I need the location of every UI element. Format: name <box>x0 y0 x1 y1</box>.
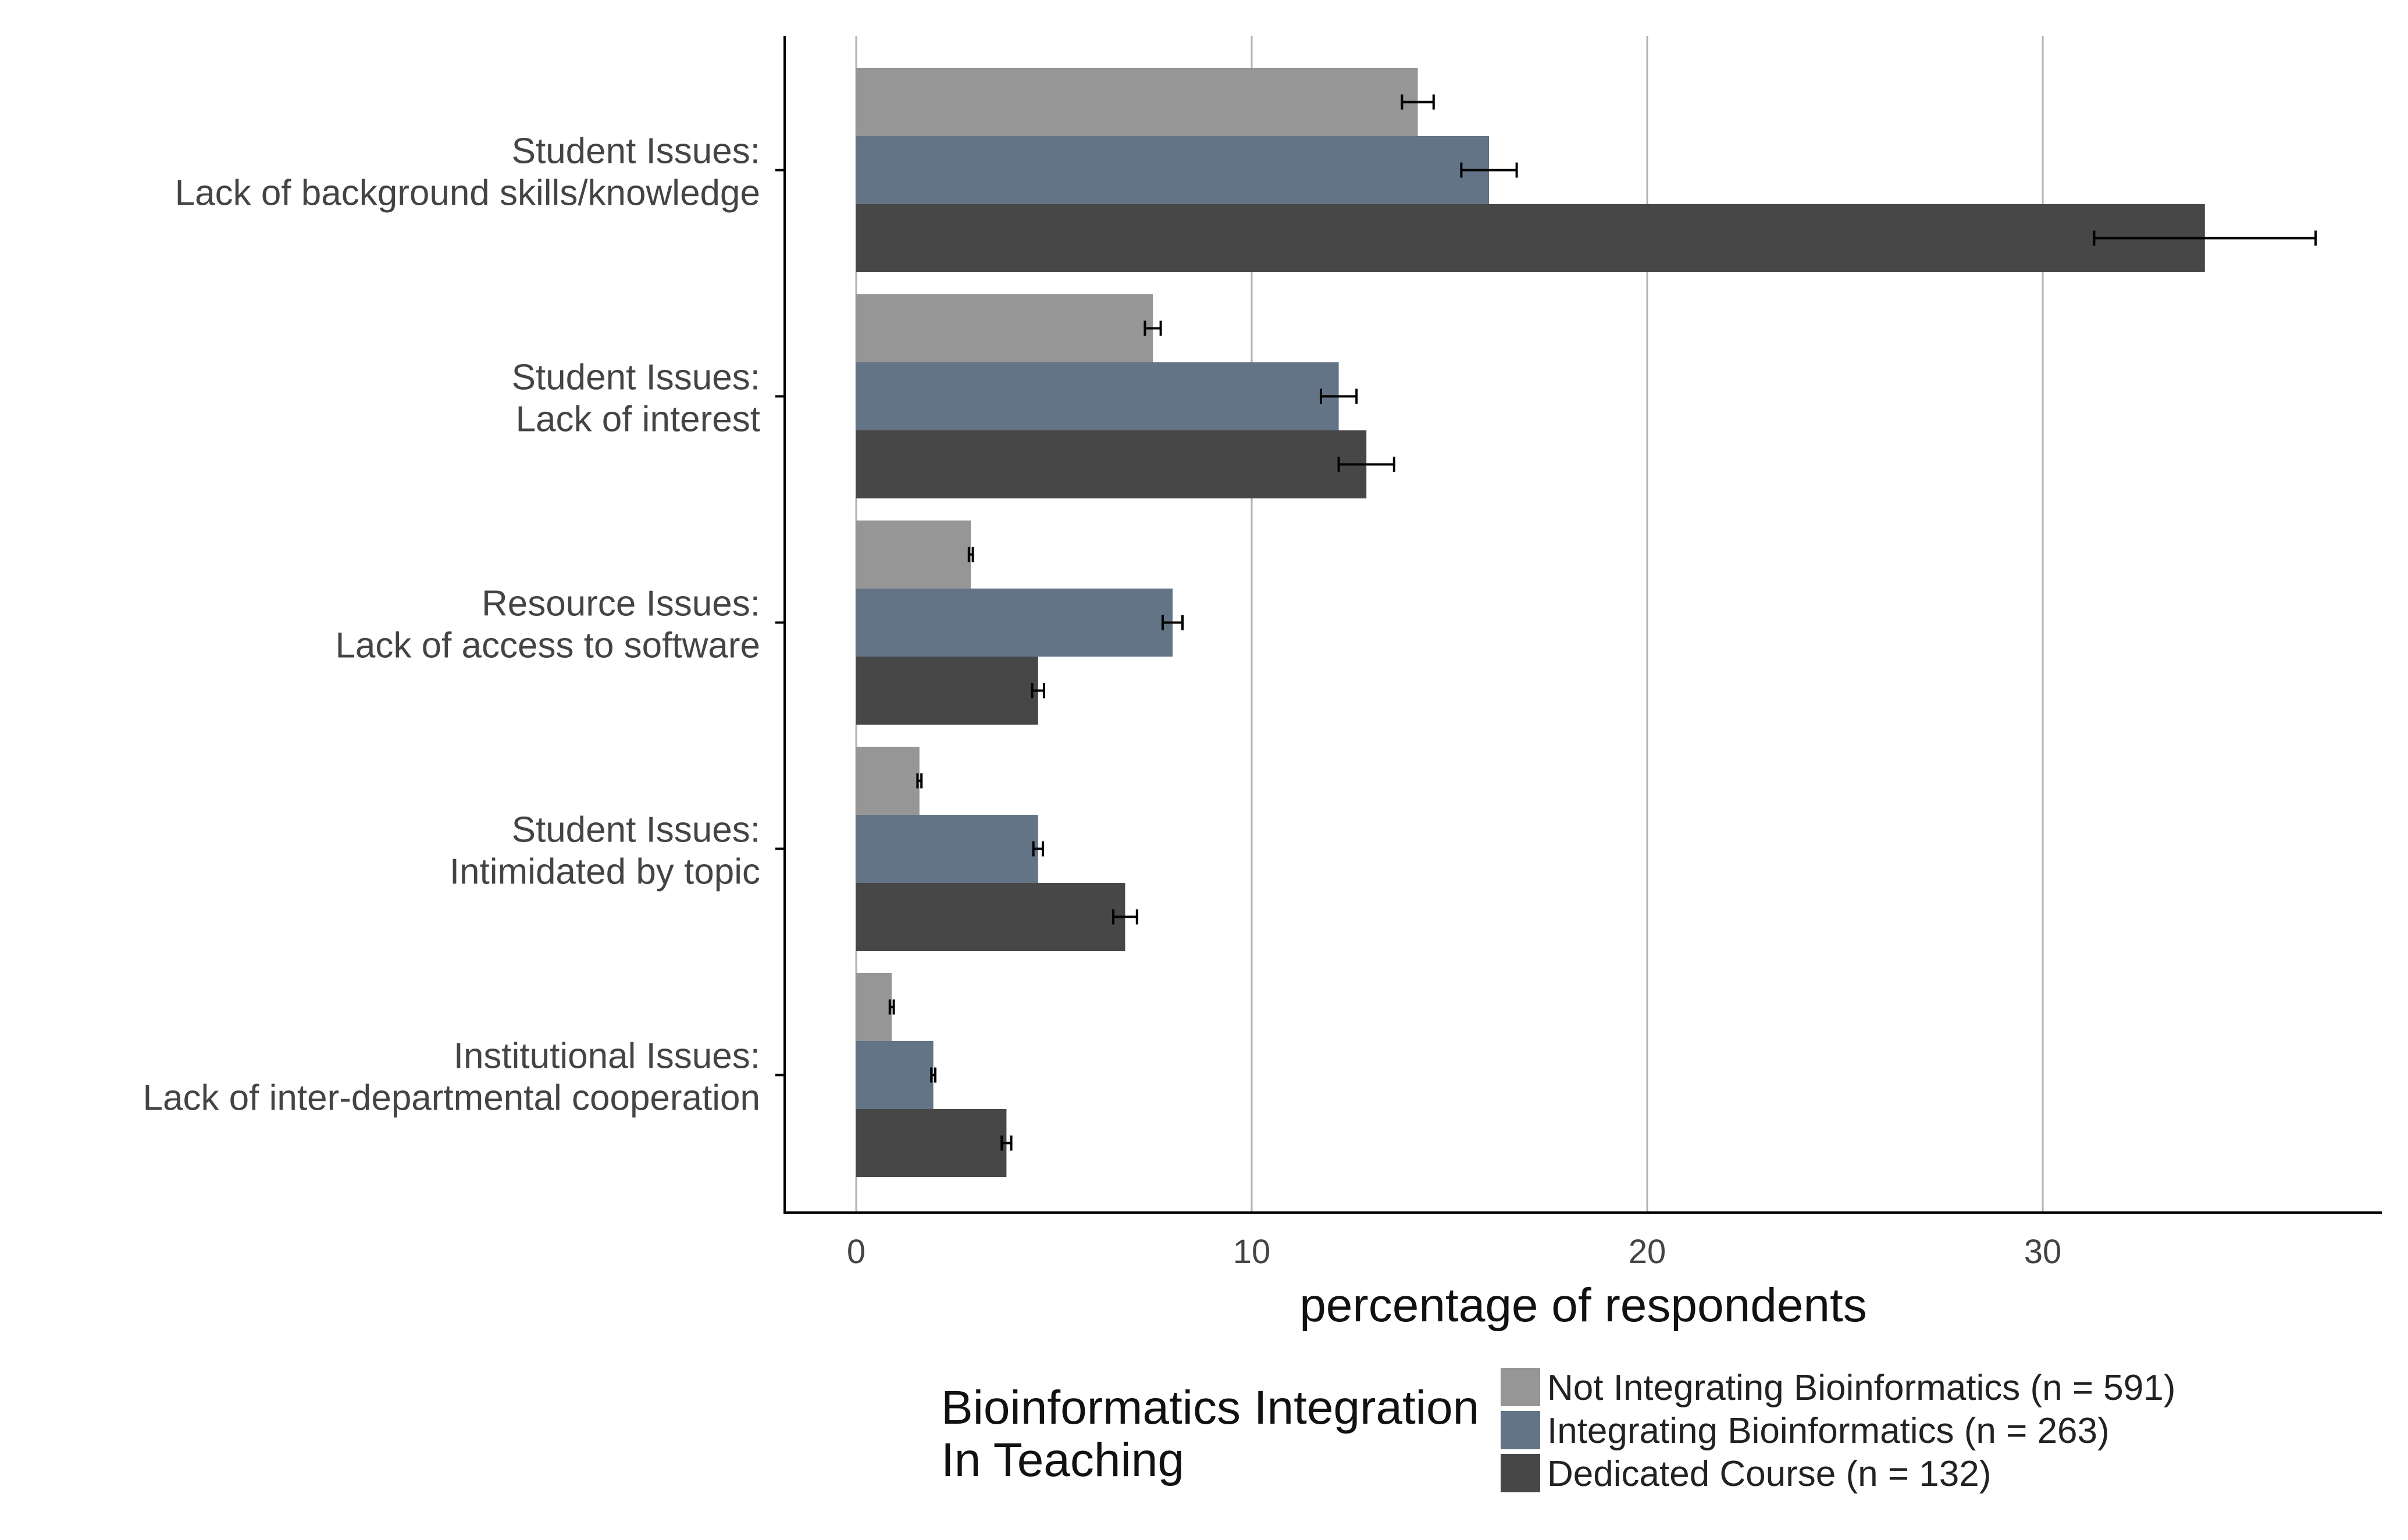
error-bar-2-2 <box>1031 683 1045 698</box>
category-label-2: Resource Issues: Lack of access to softwa… <box>335 584 760 666</box>
error-bar-1-1 <box>1320 388 1358 404</box>
bar-0-1 <box>856 294 1153 362</box>
category-label-line: Lack of inter-departmental cooperation <box>143 1078 760 1118</box>
legend-swatch <box>1501 1411 1540 1449</box>
legend-label: Integrating Bioinformatics (n = 263) <box>1547 1411 2110 1451</box>
bar-1-3 <box>856 815 1038 883</box>
x-tick-label-0: 0 <box>847 1233 865 1271</box>
category-label-line: Student Issues: <box>512 131 760 172</box>
legend-item-2: Dedicated Course (n = 132) <box>1501 1454 1991 1494</box>
bar-1-1 <box>856 362 1339 430</box>
legend-title-line: In Teaching <box>941 1434 1184 1486</box>
error-bar-2-1 <box>1337 457 1395 472</box>
bar-1-4 <box>856 1041 934 1109</box>
error-bar-2-4 <box>1000 1135 1013 1151</box>
legend-title-line: Bioinformatics Integration <box>941 1381 1479 1434</box>
error-bar-0-4 <box>888 999 895 1015</box>
bar-0-0 <box>856 68 1418 136</box>
error-bar-0-1 <box>1144 320 1162 336</box>
error-bar-0-3 <box>916 773 923 789</box>
x-tick-label-20: 20 <box>1629 1233 1666 1271</box>
bar-layer <box>856 68 2205 1177</box>
legend-swatch <box>1501 1454 1540 1492</box>
legend-swatch <box>1501 1368 1540 1406</box>
error-bar-1-0 <box>1460 162 1518 178</box>
category-label-1: Student Issues: Lack of interest <box>512 358 760 440</box>
error-bar-0-0 <box>1401 94 1435 110</box>
legend-label: Not Integrating Bioinformatics (n = 591) <box>1547 1368 2175 1408</box>
error-bar-layer <box>888 94 2317 1151</box>
category-label-line: Lack of interest <box>516 400 760 440</box>
error-bar-1-2 <box>1162 615 1184 630</box>
bar-0-4 <box>856 973 892 1041</box>
bar-2-4 <box>856 1109 1007 1177</box>
legend-item-1: Integrating Bioinformatics (n = 263) <box>1501 1411 2110 1451</box>
category-label-line: Student Issues: <box>512 358 760 398</box>
x-axis-title: percentage of respondents <box>1299 1279 1867 1332</box>
bar-0-2 <box>856 521 971 589</box>
bar-2-1 <box>856 430 1367 498</box>
category-label-0: Student Issues: Lack of background skills… <box>175 131 760 213</box>
error-bar-1-4 <box>930 1067 936 1083</box>
error-bar-2-0 <box>2093 230 2317 246</box>
category-label-line: Intimidated by topic <box>450 852 760 892</box>
category-label-4: Institutional Issues: Lack of inter-depar… <box>143 1036 760 1118</box>
bar-2-0 <box>856 204 2205 272</box>
category-label-3: Student Issues: Intimidated by topic <box>450 810 760 892</box>
bar-1-0 <box>856 136 1489 204</box>
legend: Bioinformatics Integration In Teaching Not… <box>941 1368 2175 1494</box>
bar-2-2 <box>856 657 1038 725</box>
x-tick-label-10: 10 <box>1233 1233 1271 1271</box>
category-label-line: Institutional Issues: <box>454 1036 760 1076</box>
category-label-line: Student Issues: <box>512 810 760 850</box>
bar-2-3 <box>856 883 1125 951</box>
legend-item-0: Not Integrating Bioinformatics (n = 591) <box>1501 1368 2175 1408</box>
category-label-line: Resource Issues: <box>482 584 760 624</box>
x-tick-label-30: 30 <box>2024 1233 2062 1271</box>
category-label-line: Lack of access to software <box>335 626 760 666</box>
error-bar-0-2 <box>967 547 974 562</box>
bar-1-2 <box>856 589 1173 657</box>
error-bar-1-3 <box>1032 841 1044 857</box>
legend-title: Bioinformatics Integration In Teaching <box>941 1381 1479 1486</box>
bar-0-3 <box>856 747 920 815</box>
legend-label: Dedicated Course (n = 132) <box>1547 1454 1991 1494</box>
error-bar-2-3 <box>1112 909 1138 925</box>
axis-layer <box>775 36 2382 1214</box>
category-label-line: Lack of background skills/knowledge <box>175 173 760 213</box>
